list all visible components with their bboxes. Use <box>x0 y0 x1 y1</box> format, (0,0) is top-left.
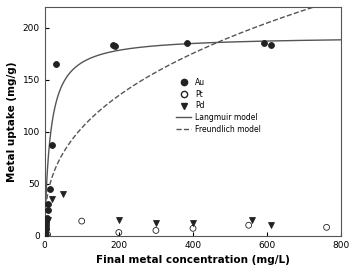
Point <box>116 230 122 235</box>
X-axis label: Final metal concentration (mg/L): Final metal concentration (mg/L) <box>96 255 290 265</box>
Point <box>45 202 51 207</box>
Point <box>43 227 49 231</box>
Point <box>49 143 55 147</box>
Point <box>44 228 49 233</box>
Point <box>268 223 274 227</box>
Point <box>45 232 50 237</box>
Point <box>110 43 116 48</box>
Y-axis label: Metal uptake (mg/g): Metal uptake (mg/g) <box>7 61 17 181</box>
Point <box>43 223 49 227</box>
Point <box>250 218 255 222</box>
Point <box>112 44 118 49</box>
Point <box>153 228 159 233</box>
Point <box>44 233 49 238</box>
Point <box>53 62 59 66</box>
Point <box>324 225 330 230</box>
Point <box>42 232 48 237</box>
Point <box>60 192 66 196</box>
Point <box>49 197 55 202</box>
Point <box>185 41 190 45</box>
Point <box>153 221 159 225</box>
Point <box>47 187 53 191</box>
Point <box>44 220 49 224</box>
Point <box>268 43 274 48</box>
Point <box>42 232 48 237</box>
Point <box>44 216 50 220</box>
Point <box>261 41 266 45</box>
Point <box>45 208 50 212</box>
Point <box>190 226 196 231</box>
Legend: Au, Pt, Pd, Langmuir model, Freundlich model: Au, Pt, Pd, Langmuir model, Freundlich m… <box>173 75 264 137</box>
Point <box>45 218 51 222</box>
Point <box>246 223 252 227</box>
Point <box>42 230 48 235</box>
Point <box>42 233 48 238</box>
Point <box>190 221 196 225</box>
Point <box>79 219 85 223</box>
Point <box>116 218 122 222</box>
